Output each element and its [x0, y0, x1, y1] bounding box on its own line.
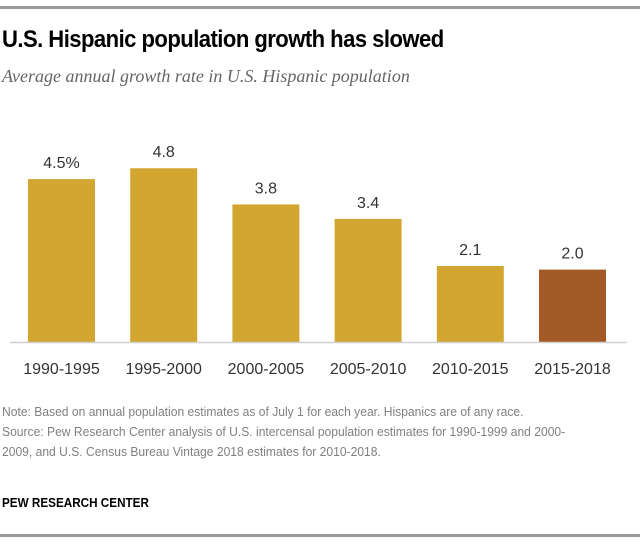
chart-subtitle: Average annual growth rate in U.S. Hispa…	[2, 66, 410, 86]
bar-1995-2000	[130, 168, 198, 342]
value-label: 2.1	[459, 242, 481, 259]
value-label: 4.5%	[43, 155, 79, 172]
pew-credit: PEW RESEARCH CENTER	[2, 495, 149, 510]
value-labels-group: 4.5% 4.8 3.8 3.4 2.1 2.0	[43, 144, 583, 262]
top-divider	[0, 6, 640, 9]
bar-2005-2010	[334, 218, 402, 342]
bar-2000-2005	[232, 204, 300, 342]
category-labels-group: 1990-1995 1995-2000 2000-2005 2005-2010 2010…	[23, 361, 611, 378]
category-label: 2015-2018	[534, 361, 611, 378]
source-text: Source: Pew Research Center analysis of …	[2, 424, 566, 459]
value-label: 4.8	[153, 144, 175, 161]
category-label: 2010-2015	[432, 361, 509, 378]
category-label: 2005-2010	[330, 361, 407, 378]
bar-2015-2018	[539, 269, 606, 342]
value-label: 3.4	[357, 195, 379, 212]
bottom-divider	[0, 534, 640, 537]
bars-group	[28, 168, 606, 342]
category-label: 2000-2005	[228, 361, 305, 378]
note-text: Note: Based on annual population estimat…	[2, 404, 524, 419]
category-label: 1995-2000	[125, 361, 202, 378]
value-label: 2.0	[561, 246, 583, 263]
bar-1990-1995	[28, 179, 95, 342]
bar-2010-2015	[436, 265, 504, 342]
chart-title: U.S. Hispanic population growth has slow…	[2, 26, 444, 53]
category-label: 1990-1995	[23, 361, 100, 378]
footnotes: Note: Based on annual population estimat…	[2, 402, 579, 462]
bar-chart: 4.5% 4.8 3.8 3.4 2.1 2.0 1990-1995 1995-2000 20…	[10, 144, 627, 378]
value-label: 3.8	[255, 180, 277, 197]
